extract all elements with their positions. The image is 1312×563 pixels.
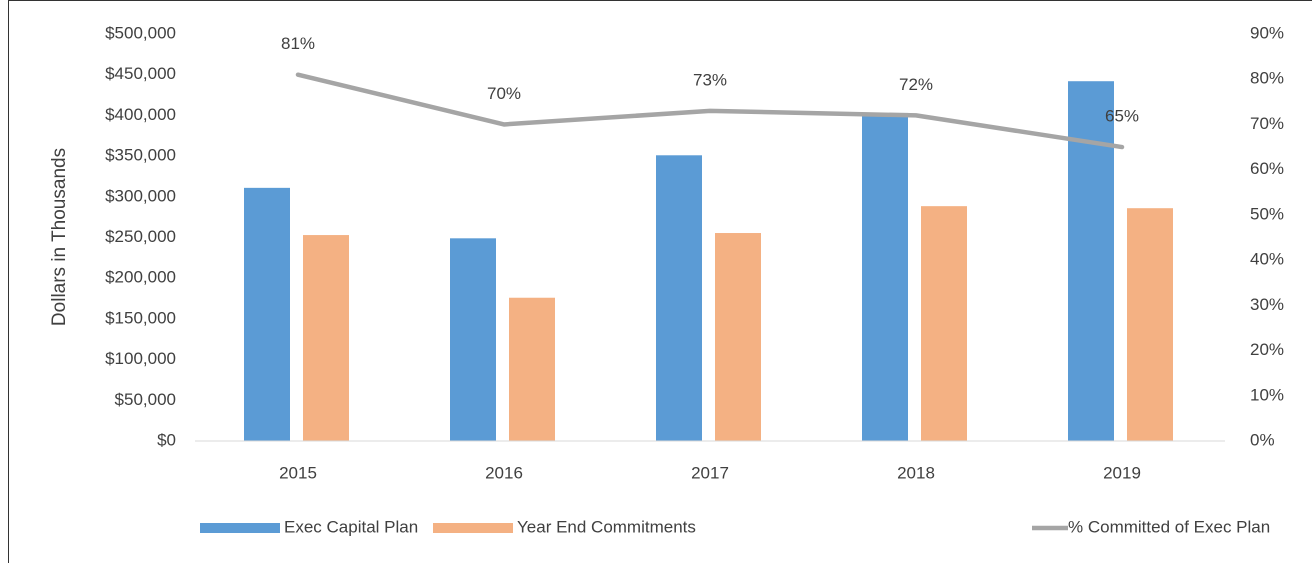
x-tick-label: 2017 [691,463,729,482]
data-label: 70% [487,84,521,103]
data-label: 73% [693,70,727,89]
bar [244,187,290,441]
bar [921,206,967,441]
bar [1127,208,1173,441]
y-tick-label: $0 [157,430,176,449]
line-series [295,72,1125,150]
data-label: 72% [899,75,933,94]
chart-border [8,0,1312,563]
y-axis-title: Dollars in Thousands [49,148,70,326]
y2-tick-label: 30% [1250,295,1284,314]
y-tick-label: $100,000 [105,349,176,368]
y-tick-label: $400,000 [105,105,176,124]
bar [450,238,496,441]
y2-tick-label: 0% [1250,430,1275,449]
y-tick-label: $350,000 [105,146,176,165]
y-tick-label: $300,000 [105,186,176,205]
bar [715,233,761,441]
y2-tick-label: 70% [1250,114,1284,133]
x-tick-label: 2016 [485,463,523,482]
y2-tick-label: 20% [1250,340,1284,359]
legend-label: Exec Capital Plan [284,517,418,536]
y2-tick-label: 90% [1250,23,1284,42]
x-tick-label: 2019 [1103,463,1141,482]
y-tick-label: $50,000 [115,390,176,409]
bar [509,297,555,441]
y-tick-label: $200,000 [105,268,176,287]
y2-tick-label: 80% [1250,69,1284,88]
legend-swatch [200,523,280,533]
bar [656,155,702,441]
y2-tick-label: 50% [1250,204,1284,223]
data-label: 81% [281,34,315,53]
y-tick-label: $450,000 [105,64,176,83]
y2-tick-label: 60% [1250,159,1284,178]
y-tick-label: $500,000 [105,23,176,42]
y2-tick-label: 10% [1250,385,1284,404]
y2-tick-label: 40% [1250,250,1284,269]
bar [1068,81,1114,441]
legend-label: Year End Commitments [517,517,696,536]
bar [303,235,349,441]
data-label: 65% [1105,107,1139,126]
x-tick-label: 2015 [279,463,317,482]
bar [862,112,908,441]
y-tick-label: $150,000 [105,308,176,327]
legend-swatch [433,523,513,533]
legend-label: % Committed of Exec Plan [1068,517,1270,536]
x-tick-label: 2018 [897,463,935,482]
y-tick-label: $250,000 [105,227,176,246]
